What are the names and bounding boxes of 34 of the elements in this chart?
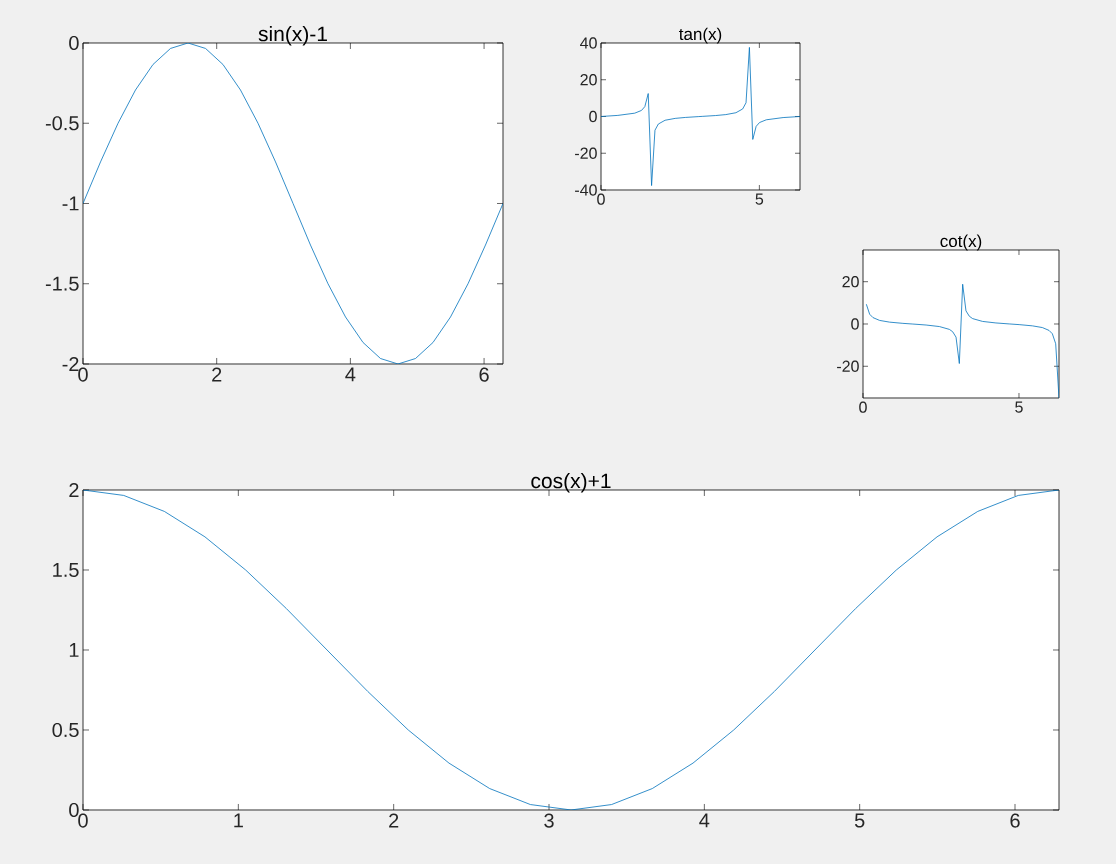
- y-tick-label: 2: [69, 483, 79, 497]
- y-tick-label: 20: [580, 74, 597, 86]
- y-tick-label: 0: [69, 35, 79, 51]
- y-tick-label: 0: [851, 318, 859, 330]
- y-tick-label: -20: [837, 360, 859, 372]
- y-tick-label: 0.5: [52, 722, 79, 738]
- chart-title: cot(x): [940, 234, 982, 251]
- y-tick-label: -40: [575, 184, 597, 196]
- x-tick-label: 6: [1010, 813, 1020, 828]
- y-tick-label: -1: [62, 196, 79, 211]
- x-tick-label: 2: [389, 813, 399, 828]
- y-tick-label: 1.5: [53, 563, 79, 577]
- y-tick-label: 0: [69, 802, 79, 818]
- y-tick-label: -1.5: [45, 276, 79, 291]
- y-tick-label: 20: [842, 276, 859, 288]
- y-tick-label: 0: [589, 110, 597, 123]
- x-tick-label: 5: [755, 193, 764, 205]
- x-tick-label: 4: [345, 367, 356, 382]
- x-tick-label: 5: [1015, 401, 1023, 413]
- y-tick-label: -0.5: [45, 116, 79, 131]
- y-tick-label: -2: [62, 357, 79, 371]
- x-tick-label: 2: [212, 367, 222, 382]
- x-tick-label: 4: [699, 813, 710, 828]
- x-tick-label: 5: [854, 813, 865, 828]
- y-tick-label: 1: [69, 643, 79, 657]
- x-tick-label: 6: [479, 367, 489, 382]
- line-series: [601, 47, 800, 186]
- y-tick-label: 40: [580, 37, 597, 49]
- x-tick-label: 1: [234, 813, 243, 828]
- x-tick-label: 3: [544, 813, 554, 828]
- chart-title: sin(x)-1: [258, 25, 327, 46]
- y-tick-label: -20: [575, 147, 597, 159]
- chart-title: cos(x)+1: [531, 472, 611, 493]
- chart-title: tan(x): [679, 27, 722, 44]
